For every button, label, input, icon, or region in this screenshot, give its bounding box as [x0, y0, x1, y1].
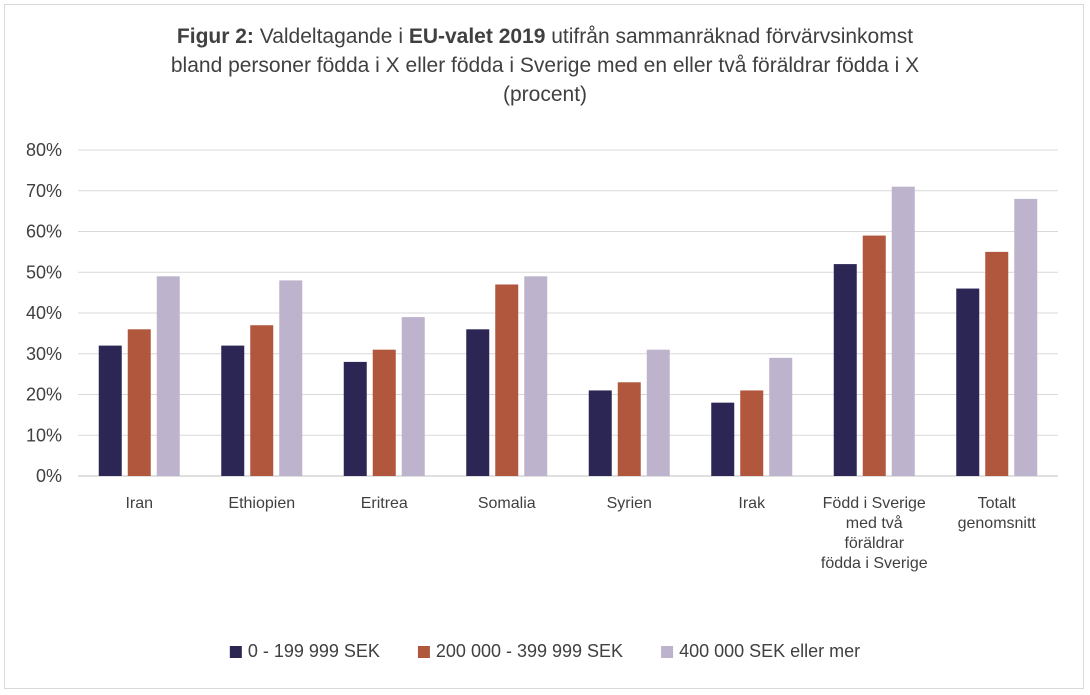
bar — [372, 349, 396, 476]
y-tick-label: 10% — [26, 425, 62, 445]
legend-label: 400 000 SEK eller mer — [679, 641, 860, 661]
bar — [524, 276, 548, 476]
x-tick-label: Iran — [125, 495, 153, 512]
x-tick-label: Irak — [738, 495, 766, 512]
x-tick-label: Född i Sverige med två föräldrar födda i Sv… — [821, 495, 928, 572]
bar — [833, 264, 857, 476]
bar — [250, 325, 274, 476]
legend-swatch — [229, 646, 242, 658]
x-tick-label: Totalt genomsnitt — [958, 495, 1037, 532]
y-tick-label: 70% — [26, 181, 62, 201]
x-tick-label: Somalia — [478, 495, 536, 512]
bar — [985, 251, 1009, 476]
bar — [769, 357, 793, 476]
bar — [495, 284, 519, 476]
legend-swatch — [661, 646, 674, 658]
title-part: utifrån sammanräknad förvärvsinkomst — [545, 25, 914, 48]
chart-title: Figur 2: Valdeltagande i EU-valet 2019 u… — [0, 22, 1090, 109]
bar — [127, 329, 151, 476]
title-part: bland personer födda i X eller födda i S… — [170, 54, 920, 77]
bar — [646, 349, 670, 476]
y-tick-label: 50% — [26, 262, 62, 282]
bar — [466, 329, 490, 476]
bar — [401, 317, 425, 476]
bar — [711, 402, 735, 476]
x-tick-label: Eritrea — [361, 495, 408, 512]
bar — [588, 390, 612, 476]
y-tick-label: 0% — [36, 466, 62, 486]
y-tick-label: 60% — [26, 222, 62, 242]
bar — [156, 276, 180, 476]
y-tick-label: 80% — [26, 140, 62, 160]
legend-swatch — [417, 646, 430, 658]
y-tick-label: 20% — [26, 385, 62, 405]
bar — [1014, 198, 1038, 476]
x-tick-label: Syrien — [607, 495, 652, 512]
title-part: Valdeltagande i — [253, 25, 409, 48]
title-part: EU-valet 2019 — [408, 25, 546, 48]
bar — [740, 390, 764, 476]
y-tick-label: 40% — [26, 303, 62, 323]
legend-label: 0 - 199 999 SEK — [248, 641, 380, 661]
title-part: Figur 2: — [176, 25, 254, 48]
bar — [98, 345, 122, 476]
bar — [343, 361, 367, 476]
y-tick-label: 30% — [26, 344, 62, 364]
bar — [862, 235, 886, 476]
bar — [891, 186, 915, 477]
x-tick-label: Ethiopien — [228, 495, 295, 512]
bar — [956, 288, 980, 476]
legend-label: 200 000 - 399 999 SEK — [436, 641, 623, 661]
bar — [279, 280, 303, 476]
bar — [221, 345, 245, 476]
bar — [617, 382, 641, 476]
title-part: (procent) — [502, 83, 588, 106]
